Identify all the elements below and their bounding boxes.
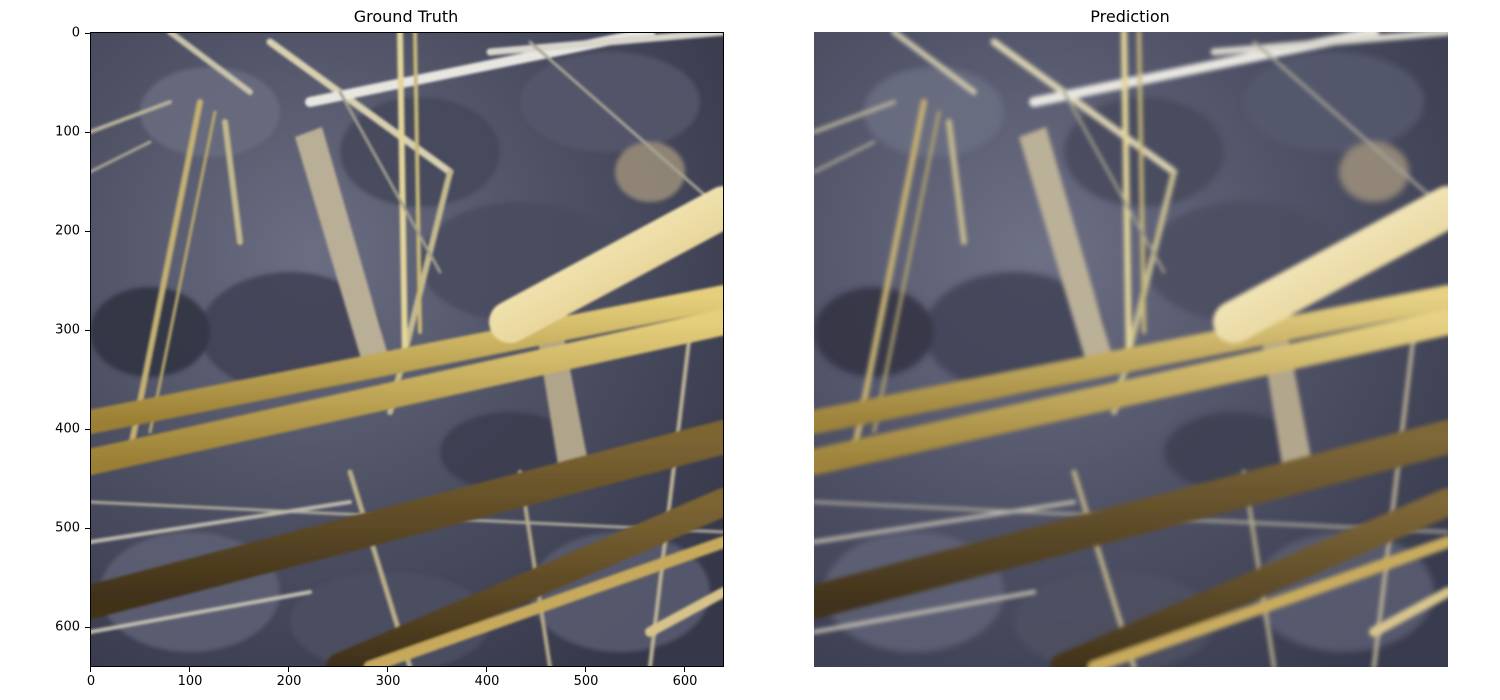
y-tick-label: 400 [55,421,80,437]
x-tick-label: 0 [86,674,96,689]
y-tick [85,528,90,529]
x-tick [684,667,685,672]
ground-truth-scene [90,32,724,667]
prediction-scene [814,32,1448,667]
y-tick [85,330,90,331]
y-tick-label: 600 [55,619,80,635]
x-tick [486,667,487,672]
y-tick [85,231,90,232]
x-tick [585,667,586,672]
x-tick [387,667,388,672]
y-tick-label: 200 [55,223,80,239]
x-tick-label: 300 [375,674,401,689]
prediction-image [814,32,1448,667]
x-tick-label: 100 [177,674,203,689]
y-tick [85,429,90,430]
y-tick-label: 500 [55,520,80,536]
x-tick-label: 500 [573,674,599,689]
x-tick [189,667,190,672]
y-tick [85,627,90,628]
panel-title-ground-truth: Ground Truth [353,7,459,26]
y-tick [85,33,90,34]
y-tick-label: 100 [55,124,80,140]
panel-title-prediction: Prediction [1090,7,1170,26]
x-tick-label: 200 [276,674,302,689]
y-tick [85,132,90,133]
x-tick [288,667,289,672]
y-tick-label: 300 [55,322,80,338]
ground-truth-image [90,32,724,667]
x-tick [90,667,91,672]
x-tick-label: 600 [672,674,698,689]
y-tick-label: 0 [71,25,80,41]
x-tick-label: 400 [474,674,500,689]
